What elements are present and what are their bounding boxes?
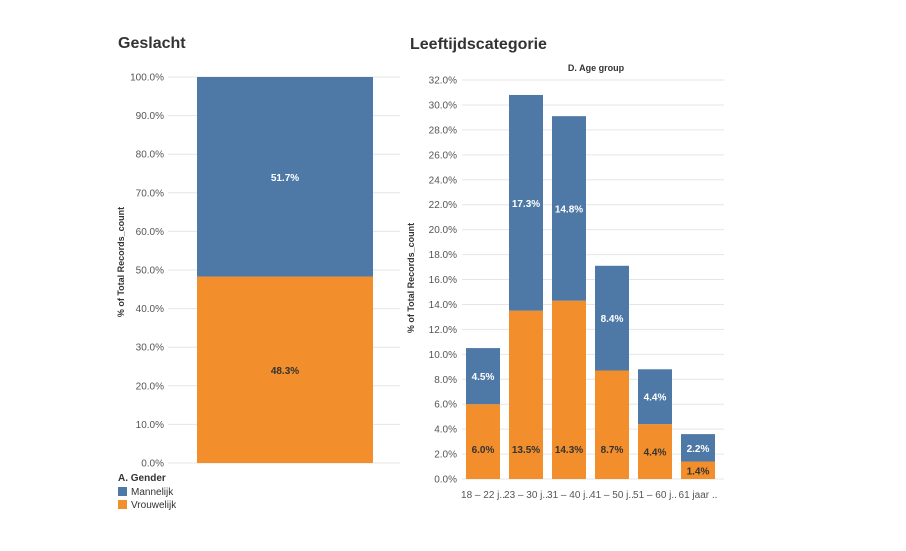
bar-vrouwelijk-41-50-j — [595, 370, 629, 479]
bar-mannelijk — [197, 77, 373, 277]
data-label-vrouwelijk: 48.3% — [271, 366, 299, 377]
y-tick-label: 80.0% — [136, 150, 164, 161]
bar-mannelijk-31-40-j — [552, 116, 586, 301]
data-label-vrouwelijk: 6.0% — [472, 445, 495, 456]
y-tick-label: 20.0% — [136, 381, 164, 392]
y-tick-label: 40.0% — [136, 304, 164, 315]
bar-vrouwelijk — [197, 276, 373, 463]
y-tick-label: 0.0% — [434, 475, 457, 486]
y-tick-label: 2.0% — [434, 450, 457, 461]
y-tick-label: 12.0% — [429, 325, 457, 336]
data-label-vrouwelijk: 13.5% — [512, 445, 540, 456]
y-tick-label: 32.0% — [429, 76, 457, 87]
legend-title: A. Gender — [118, 473, 166, 484]
gender-chart-title: Geslacht — [118, 35, 186, 52]
y-tick-label: 60.0% — [136, 227, 164, 238]
bar-mannelijk-41-50-j — [595, 265, 629, 371]
y-tick-label: 100.0% — [130, 73, 164, 84]
data-label-vrouwelijk: 4.4% — [644, 448, 667, 459]
y-tick-label: 8.0% — [434, 375, 457, 386]
x-tick-label: 61 jaar .. — [679, 490, 718, 501]
y-tick-label: 10.0% — [429, 350, 457, 361]
bar-mannelijk-51-60-j — [638, 369, 672, 425]
bar-vrouwelijk-51-60-j — [638, 424, 672, 479]
y-tick-label: 6.0% — [434, 400, 457, 411]
bar-vrouwelijk-18-22-j — [466, 404, 500, 479]
age-chart-subtitle: D. Age group — [568, 63, 625, 73]
y-tick-label: 16.0% — [429, 275, 457, 286]
x-tick-label: 18 – 22 j.. — [461, 490, 505, 501]
y-tick-label: 18.0% — [429, 250, 457, 261]
data-label-mannelijk: 51.7% — [271, 173, 299, 184]
data-label-mannelijk: 14.8% — [555, 204, 583, 215]
bar-mannelijk-61-jaar — [681, 434, 715, 462]
legend-label-mannelijk: Mannelijk — [131, 487, 174, 498]
data-label-mannelijk: 2.2% — [687, 444, 710, 455]
x-tick-label: 23 – 30 j.. — [504, 490, 548, 501]
data-label-vrouwelijk: 14.3% — [555, 445, 583, 456]
y-tick-label: 4.0% — [434, 425, 457, 436]
y-tick-label: 24.0% — [429, 175, 457, 186]
bar-mannelijk-23-30-j — [509, 94, 543, 311]
data-label-vrouwelijk: 8.7% — [601, 445, 624, 456]
legend-swatch-vrouwelijk — [118, 500, 127, 509]
age-chart-title: Leeftijdscategorie — [410, 36, 547, 53]
gender-y-axis-label: % of Total Records_count — [116, 207, 126, 317]
data-label-vrouwelijk: 1.4% — [687, 466, 710, 477]
bar-vrouwelijk-23-30-j — [509, 310, 543, 479]
bar-vrouwelijk-31-40-j — [552, 300, 586, 479]
y-tick-label: 10.0% — [136, 420, 164, 431]
x-tick-label: 31 – 40 j.. — [547, 490, 591, 501]
data-label-mannelijk: 4.5% — [472, 372, 495, 383]
y-tick-label: 0.0% — [141, 459, 164, 470]
y-tick-label: 70.0% — [136, 188, 164, 199]
y-tick-label: 20.0% — [429, 225, 457, 236]
data-label-mannelijk: 17.3% — [512, 199, 540, 210]
data-label-mannelijk: 4.4% — [644, 393, 667, 404]
data-label-mannelijk: 8.4% — [601, 314, 624, 325]
legend-swatch-mannelijk — [118, 487, 127, 496]
bar-mannelijk-18-22-j — [466, 348, 500, 405]
legend-label-vrouwelijk: Vrouwelijk — [131, 500, 177, 511]
x-tick-label: 51 – 60 j.. — [633, 490, 677, 501]
bar-vrouwelijk-61-jaar — [681, 461, 715, 479]
y-tick-label: 14.0% — [429, 300, 457, 311]
y-tick-label: 26.0% — [429, 150, 457, 161]
y-tick-label: 30.0% — [136, 343, 164, 354]
age-y-axis-label: % of Total Records_count — [406, 223, 416, 333]
x-tick-label: 41 – 50 j.. — [590, 490, 634, 501]
y-tick-label: 90.0% — [136, 111, 164, 122]
y-tick-label: 30.0% — [429, 100, 457, 111]
y-tick-label: 22.0% — [429, 200, 457, 211]
y-tick-label: 28.0% — [429, 125, 457, 136]
y-tick-label: 50.0% — [136, 266, 164, 277]
